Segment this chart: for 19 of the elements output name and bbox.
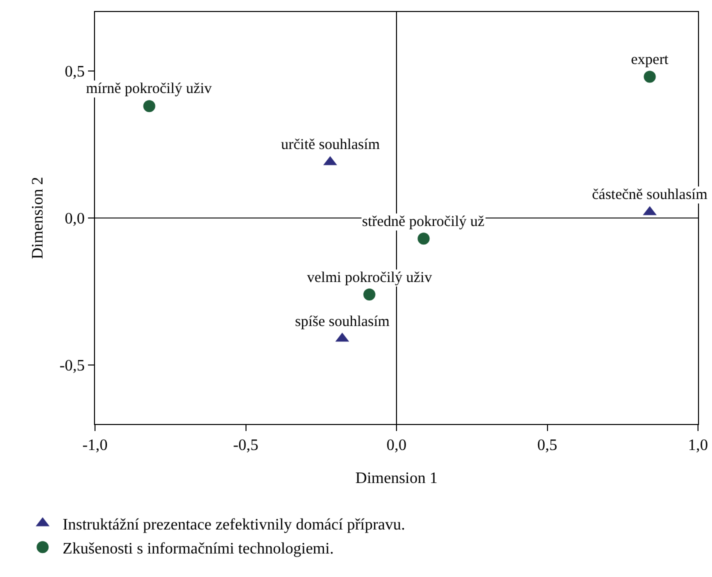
x-tick-label: 1,0 [688,437,708,454]
y-tick-label: -0,5 [59,358,85,375]
annotation: částečně souhlasím [592,187,708,203]
annotation: expert [631,52,670,68]
annotation: středně pokročilý už [362,214,485,230]
x-tick-label: -1,0 [82,437,108,454]
annotation: velmi pokročilý uživ [307,270,432,286]
x-tick-label: -0,5 [233,437,258,454]
y-tick-label: 0,5 [64,63,85,80]
x-tick-label: 0,0 [386,437,406,454]
annotation: spíše souhlasím [295,314,390,330]
x-tick-label: 0,5 [537,437,558,454]
y-axis-title: Dimension 2 [29,176,46,260]
annotation: určitě souhlasím [281,137,380,153]
y-tick-label: 0,0 [64,210,85,228]
x-axis-title: Dimension 1 [355,470,438,487]
annotation: mírně pokročilý uživ [86,81,212,97]
legend-label: Instruktážní prezentace zefektivnily domácí přípravu. [62,516,406,534]
legend-label: Zkušenosti s informačními technologiemi. [62,540,334,558]
